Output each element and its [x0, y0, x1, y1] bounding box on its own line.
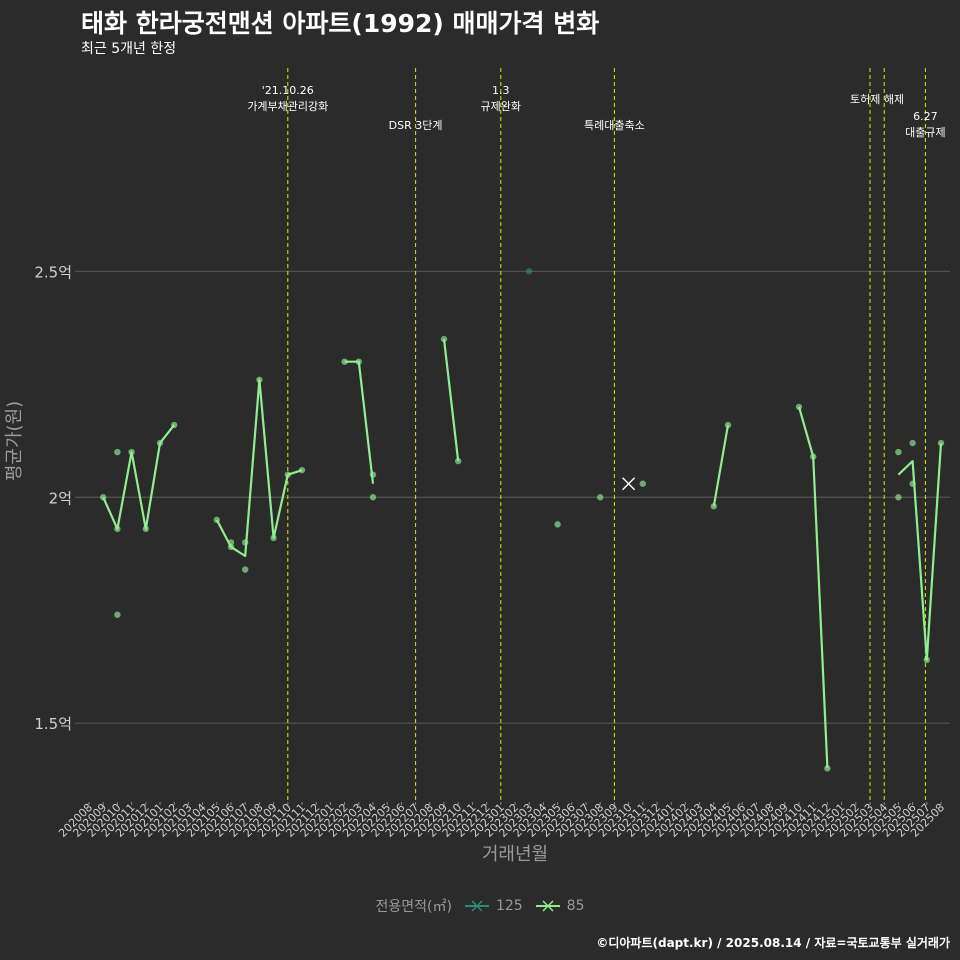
series-lines	[102, 338, 943, 769]
event-label: 규제완화	[481, 100, 521, 113]
data-point-85	[923, 656, 930, 664]
data-point-85	[284, 471, 291, 478]
data-point-85	[369, 471, 377, 478]
data-point-85	[242, 566, 249, 573]
data-point-85	[937, 439, 945, 447]
y-tick-label: 2.5억	[34, 263, 72, 281]
data-point-85	[639, 480, 646, 487]
data-point-85	[128, 448, 135, 456]
event-label: 대출규제	[905, 126, 945, 139]
legend-item-125: 125	[464, 898, 523, 914]
cross-marker-stroke	[622, 477, 636, 491]
data-point-85	[114, 448, 121, 456]
data-point-85	[795, 403, 803, 411]
event-label: DSR 3단계	[389, 119, 443, 132]
legend: 전용면적(㎡) 125 85	[0, 896, 960, 916]
grid-lines	[75, 270, 950, 724]
data-point-125	[526, 268, 533, 275]
data-point-85	[242, 539, 249, 546]
event-label: 1.3	[492, 84, 510, 97]
series-line-85	[797, 406, 829, 769]
x-axis-label: 거래년월	[482, 844, 548, 865]
data-point-85	[909, 439, 916, 447]
legend-key-125-icon	[464, 900, 489, 912]
data-point-85	[171, 421, 178, 429]
y-tick-label: 2억	[49, 489, 72, 507]
cross-marker	[622, 477, 636, 491]
chart-title: 태화 한라궁전맨션 아파트(1992) 매매가격 변화	[81, 9, 600, 38]
data-point-85	[341, 358, 348, 365]
data-point-85	[909, 480, 916, 487]
y-axis-label: 평균가(원)	[4, 401, 25, 481]
event-label: 특례대출축소	[584, 119, 645, 132]
data-point-85	[355, 358, 362, 365]
legend-key-85-icon	[535, 900, 560, 912]
legend-title: 전용면적(㎡)	[375, 899, 452, 915]
series-line-85	[712, 424, 730, 507]
data-point-85	[270, 534, 277, 542]
data-point-85	[554, 521, 561, 528]
data-point-85	[114, 611, 121, 618]
event-label: '21.10.26	[262, 84, 314, 97]
data-point-85	[100, 494, 107, 501]
data-point-85	[156, 439, 164, 447]
series-line-85	[442, 338, 460, 462]
y-tick-label: 1.5억	[34, 715, 72, 733]
data-point-85	[227, 539, 235, 546]
event-lines	[287, 68, 926, 800]
data-point-85	[142, 525, 149, 533]
data-point-85	[895, 494, 902, 501]
data-point-85	[213, 516, 220, 524]
chart-subtitle: 최근 5개년 한정	[81, 41, 177, 57]
legend-item-85: 85	[535, 898, 585, 914]
data-point-85	[369, 494, 377, 501]
data-point-85	[256, 376, 263, 383]
data-point-85	[597, 494, 604, 501]
data-point-85	[298, 466, 306, 474]
x-axis-ticks: 2020082020092020102020112020122021012021…	[56, 801, 947, 840]
series-line-85	[102, 424, 176, 530]
y-axis-ticks: 1.5억 2억 2.5억	[34, 263, 72, 733]
data-point-85	[824, 765, 831, 772]
legend-label-85: 85	[566, 898, 585, 914]
series-line-85	[897, 442, 943, 662]
data-point-85	[710, 503, 717, 510]
legend-label-125: 125	[495, 898, 523, 914]
data-point-85	[724, 421, 732, 429]
data-point-85	[895, 448, 902, 456]
data-point-85	[455, 457, 462, 465]
event-label: 6.27	[913, 110, 938, 123]
data-point-85	[810, 453, 817, 460]
event-label: 토허제 해제	[850, 92, 904, 106]
data-points	[100, 268, 945, 772]
source-caption: ©디아파트(dapt.kr) / 2025.08.14 / 자료=국토교통부 실…	[596, 936, 950, 950]
data-point-85	[114, 525, 121, 533]
data-point-85	[227, 543, 235, 551]
series-line-85	[215, 378, 303, 558]
event-label: 가계부채관리강화	[247, 100, 328, 113]
series-line-85	[344, 360, 375, 484]
data-point-85	[440, 335, 448, 343]
